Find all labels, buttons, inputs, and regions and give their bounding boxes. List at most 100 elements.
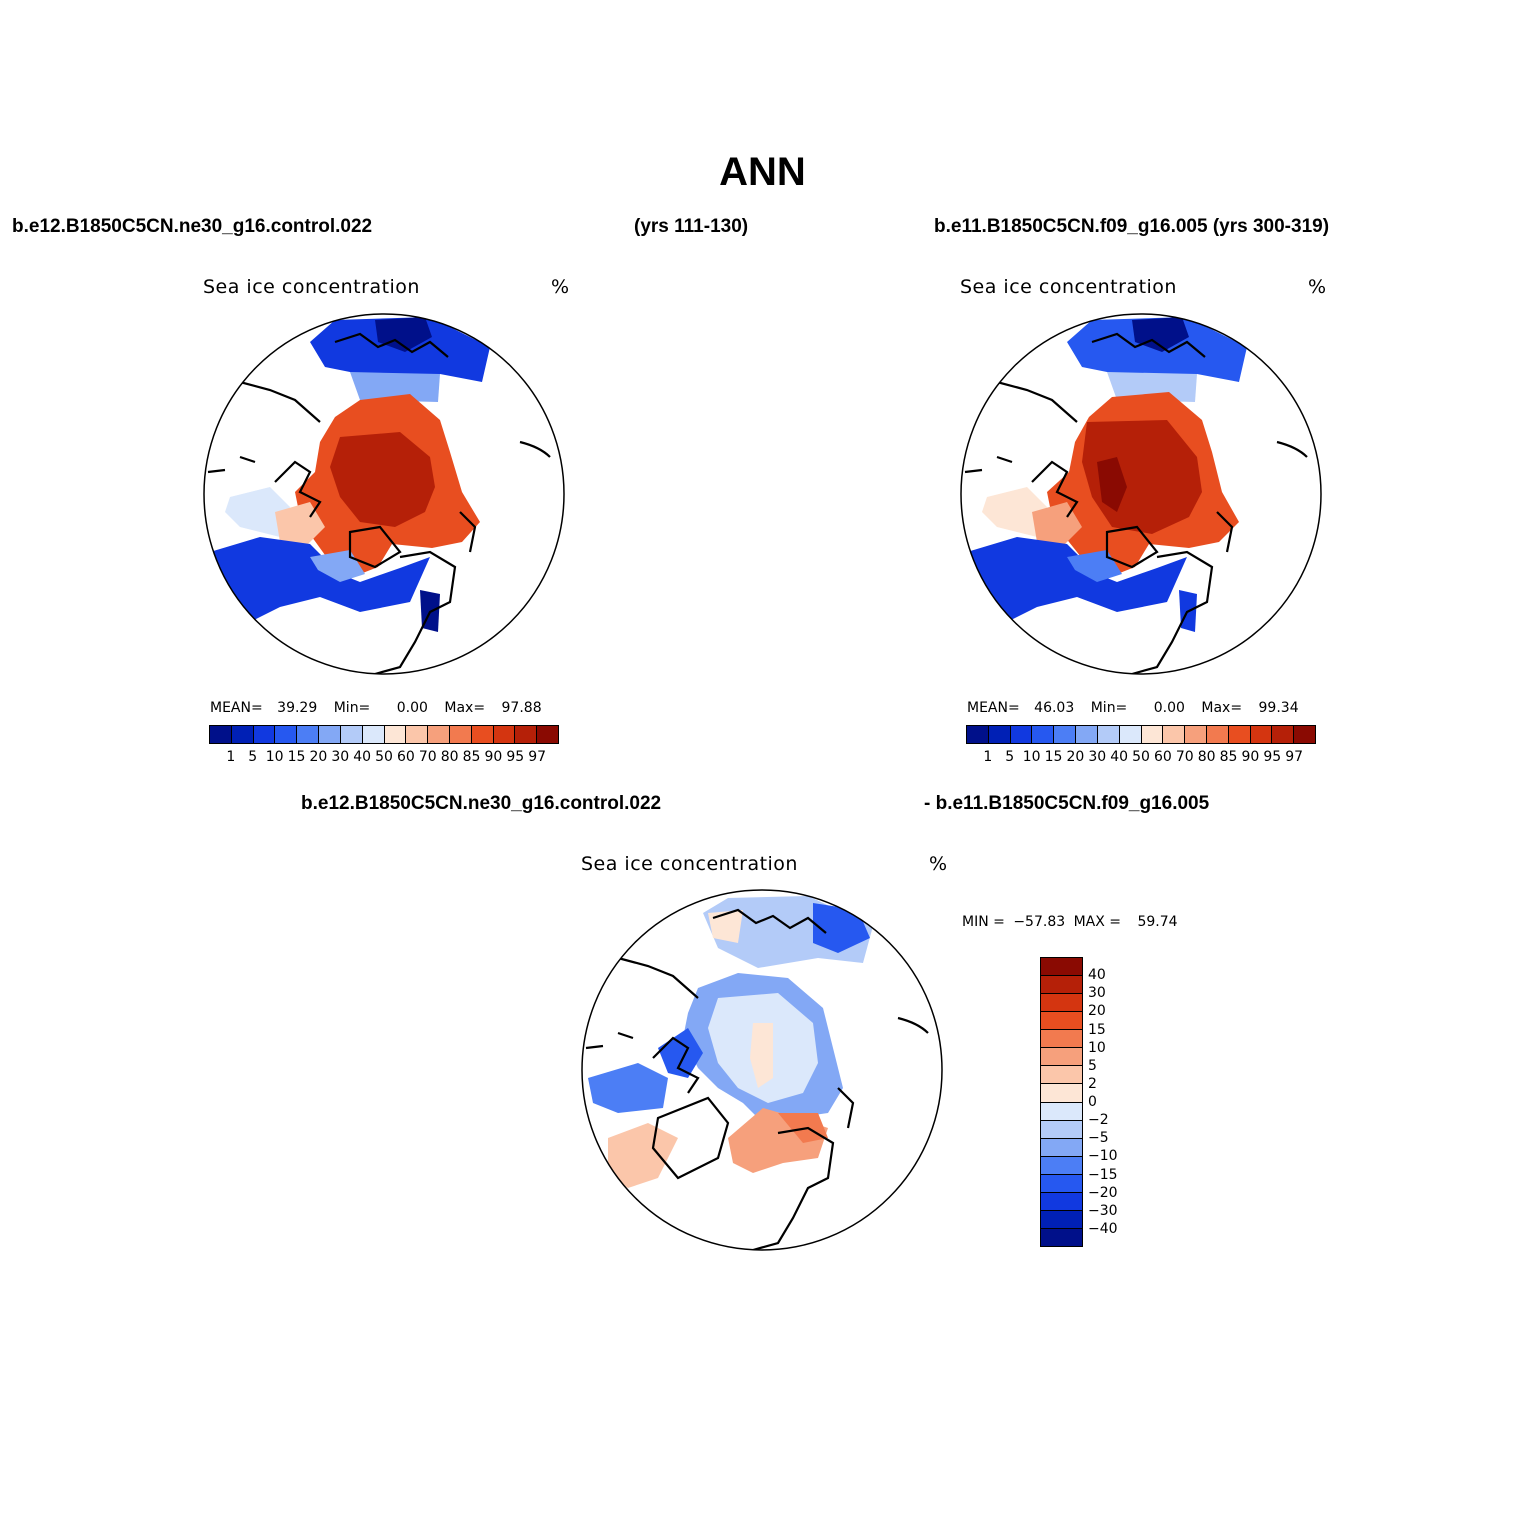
panel2-colorbar-ticks: 1 5 10 15 20 30 40 50 60 70 80 85 90 95 97: [966, 749, 1316, 767]
panel2-colorbar-swatch: [1163, 726, 1186, 743]
panel1-colorbar-tick-label: 60: [396, 749, 415, 765]
panel2-colorbar-tick-label: 10: [1022, 749, 1041, 765]
panel1-colorbar-tick-label: 5: [248, 749, 258, 765]
panel1-stats: MEAN= 39.29 Min= 0.00 Max= 97.88: [210, 700, 542, 716]
panel1-colorbar-swatch: [319, 726, 341, 743]
panel3-colorbar-tick-label: 5: [1088, 1057, 1097, 1074]
panel2-colorbar-tick-label: 97: [1285, 749, 1304, 765]
panel3-colorbar-tick-label: 20: [1088, 1003, 1106, 1020]
panel1-map-boundary: [203, 313, 565, 675]
panel1-colorbar-swatch: [362, 726, 385, 743]
panel2-colorbar-tick-label: 15: [1044, 749, 1063, 765]
panel3-colorbar-swatch: [1041, 1030, 1082, 1049]
panel3-diff-arctic-positive: [750, 1023, 773, 1088]
panel3-colorbar-tick-label: −5: [1088, 1130, 1109, 1147]
panel1-units: %: [551, 276, 570, 298]
panel1-colorbar-swatch: [471, 726, 494, 743]
panel2-colorbar-tick-label: 85: [1219, 749, 1238, 765]
panel2-min-label: Min=: [1090, 700, 1128, 716]
panel1-max-value: 97.88: [501, 700, 542, 716]
panel3-colorbar-tick-label: −30: [1088, 1202, 1118, 1219]
panel3-min-label: MIN =: [962, 914, 1005, 930]
panel3-min-value: −57.83: [1013, 914, 1066, 930]
panel1-colorbar-swatch: [210, 726, 232, 743]
panel2-colorbar-tick-label: 1: [983, 749, 993, 765]
panel1-colorbar: [209, 725, 559, 744]
panel1-mean-value: 39.29: [277, 700, 318, 716]
figure-title: ANN: [719, 150, 806, 194]
panel1-colorbar-swatch: [253, 726, 276, 743]
panel3-colorbar-ticks: 40 30 20 15 10 5 2 0 −2 −5 −10 −15 −20 −30 −40: [1088, 957, 1138, 1247]
panel2-colorbar-swatch: [1054, 726, 1077, 743]
panel2-colorbar-swatch: [967, 726, 989, 743]
panel3-max-label: MAX =: [1073, 914, 1122, 930]
panel1-colorbar-tick-label: 97: [528, 749, 547, 765]
panel3-colorbar-swatch: [1041, 1192, 1082, 1211]
panel2-colorbar-swatch: [988, 726, 1011, 743]
panel3-colorbar-swatch: [1041, 958, 1082, 977]
panel2-mean-value: 46.03: [1034, 700, 1075, 716]
panel1-colorbar-tick-label: 30: [331, 749, 350, 765]
panel1-min-value: 0.00: [396, 700, 428, 716]
panel2-colorbar-tick-label: 80: [1197, 749, 1216, 765]
panel1-case-years: (yrs 111-130): [634, 216, 749, 237]
panel3-colorbar-tick-label: −20: [1088, 1184, 1118, 1201]
panel2-max-value: 99.34: [1258, 700, 1299, 716]
panel3-colorbar-tick-label: −2: [1088, 1112, 1109, 1129]
panel1-coastlines: [207, 332, 551, 674]
panel3-colorbar: [1040, 957, 1083, 1247]
panel1-mean-label: MEAN=: [210, 700, 263, 716]
panel3-colorbar-tick-label: 40: [1088, 967, 1106, 984]
panel1-colorbar-tick-label: 15: [287, 749, 306, 765]
panel2-colorbar-swatch: [1206, 726, 1229, 743]
panel1-colorbar-swatch: [449, 726, 472, 743]
panel3-colorbar-swatch: [1041, 1156, 1082, 1175]
panel3-colorbar-swatch: [1041, 1174, 1082, 1193]
panel2-colorbar-tick-label: 95: [1263, 749, 1282, 765]
panel1-polar-map: [203, 313, 565, 675]
panel3-diff-greenland-sea: [608, 1123, 678, 1188]
panel3-colorbar-tick-label: 10: [1088, 1039, 1106, 1056]
panel1-ice-hudson: [225, 487, 290, 537]
panel1-colorbar-swatch: [537, 726, 558, 743]
panel2-colorbar-swatch: [1294, 726, 1315, 743]
panel3-colorbar-swatch: [1041, 1066, 1082, 1085]
panel3-colorbar-swatch: [1041, 1138, 1082, 1157]
panel3-max-value: 59.74: [1137, 914, 1178, 930]
panel3-units: %: [929, 853, 948, 875]
panel1-colorbar-swatch: [428, 726, 450, 743]
panel2-colorbar-tick-label: 70: [1175, 749, 1194, 765]
panel1-colorbar-swatch: [384, 726, 407, 743]
panel1-colorbar-tick-label: 50: [375, 749, 393, 765]
panel2-units: %: [1308, 276, 1327, 298]
panel3-diff-hudson: [588, 1063, 668, 1113]
panel2-colorbar-swatch: [1010, 726, 1033, 743]
panel2-colorbar-tick-label: 20: [1066, 749, 1085, 765]
panel2-mean-label: MEAN=: [967, 700, 1020, 716]
panel1-case-name: b.e12.B1850C5CN.ne30_g16.control.022: [12, 216, 373, 237]
panel1-colorbar-swatch: [297, 726, 320, 743]
panel1-colorbar-swatch: [340, 726, 363, 743]
panel2-colorbar-swatch: [1141, 726, 1164, 743]
panel3-colorbar-swatch: [1041, 1012, 1082, 1031]
panel3-case-diff: - b.e11.B1850C5CN.f09_g16.005: [924, 793, 1210, 814]
panel1-colorbar-tick-label: 95: [506, 749, 525, 765]
panel3-colorbar-swatch: [1041, 1084, 1082, 1103]
panel1-colorbar-tick-label: 70: [418, 749, 437, 765]
panel1-min-label: Min=: [333, 700, 371, 716]
panel3-colorbar-swatch: [1041, 1210, 1082, 1229]
panel2-coastlines: [964, 332, 1308, 674]
panel3-diff-chukchi: [708, 910, 743, 943]
panel1-colorbar-swatch: [493, 726, 516, 743]
panel1-colorbar-tick-label: 85: [462, 749, 481, 765]
panel2-colorbar-tick-label: 30: [1088, 749, 1107, 765]
panel3-colorbar-swatch: [1041, 1048, 1082, 1067]
panel3-colorbar-tick-label: −15: [1088, 1166, 1118, 1183]
panel2-colorbar: [966, 725, 1316, 744]
panel2-max-label: Max=: [1201, 700, 1243, 716]
panel2-variable-title: Sea ice concentration: [960, 276, 1177, 298]
panel1-colorbar-tick-label: 90: [484, 749, 503, 765]
panel2-ice-hudson: [982, 487, 1047, 537]
panel1-colorbar-swatch: [275, 726, 298, 743]
panel2-colorbar-swatch: [1250, 726, 1273, 743]
